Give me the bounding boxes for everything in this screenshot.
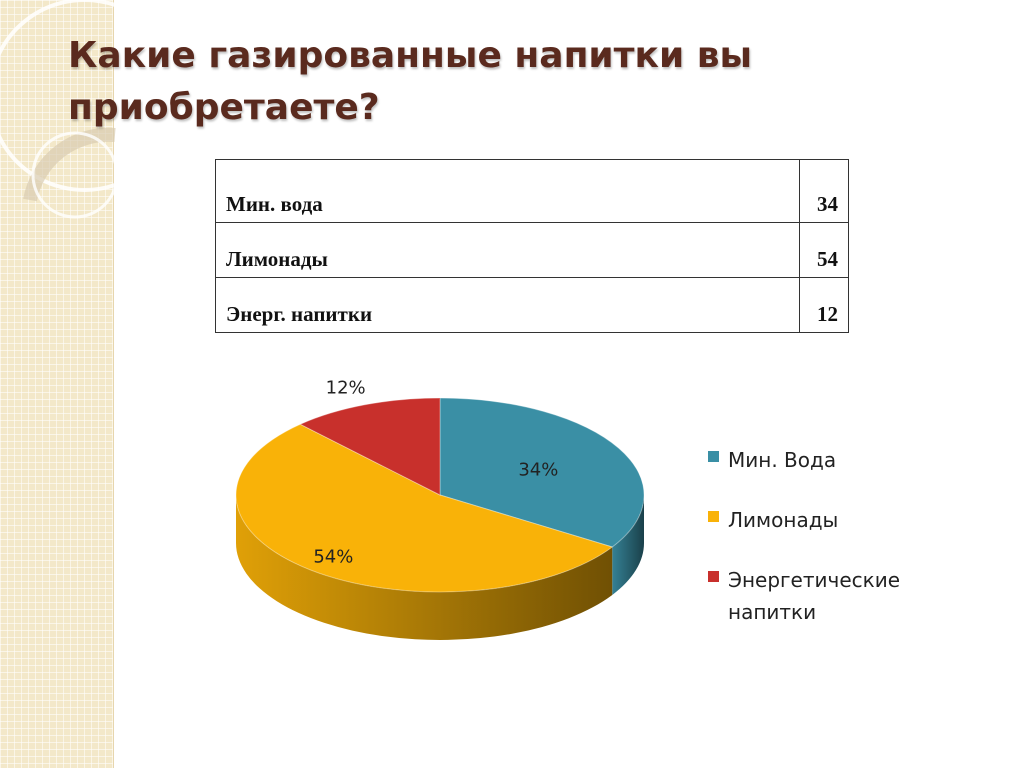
chart-legend: Мин. Вода Лимонады Энергетические напитк…: [708, 444, 938, 656]
legend-swatch: [708, 571, 719, 582]
data-table: Мин. вода 34 Лимонады 54 Энерг. напитки …: [215, 159, 849, 333]
table-cell-label: Энерг. напитки: [215, 277, 800, 333]
pie-side-group: [236, 495, 644, 640]
pie-data-label: 12%: [326, 377, 366, 398]
pie-slice: [439, 397, 645, 548]
legend-label: Лимонады: [728, 508, 839, 532]
table-cell-value: 12: [799, 277, 849, 333]
legend-swatch: [708, 511, 719, 522]
table-cell-label: Мин. вода: [215, 159, 800, 223]
slide-title: Какие газированные напитки вы приобретае…: [68, 35, 753, 128]
pie-slice-side: [236, 495, 613, 640]
table-cell-value: 54: [799, 222, 849, 278]
table-row: Мин. вода 34: [215, 159, 849, 223]
table-cell-label: Лимонады: [215, 222, 800, 278]
pie-data-label: 54%: [313, 546, 353, 567]
pie-slice: [299, 397, 441, 496]
legend-swatch: [708, 451, 719, 462]
decorative-rings: [0, 0, 119, 219]
legend-item: Мин. Вода: [708, 444, 938, 476]
pie-chart: 34% 54% 12%: [235, 377, 645, 640]
table-row: Лимонады 54: [215, 222, 849, 278]
legend-label: Мин. Вода: [728, 448, 837, 472]
table-cell-value: 34: [799, 159, 849, 223]
pie-data-label: 34%: [518, 459, 558, 480]
table-row: Энерг. напитки 12: [215, 277, 849, 333]
pie-slice-side: [612, 495, 644, 595]
legend-label: Энергетические напитки: [728, 568, 901, 624]
decorative-side-band: [0, 0, 114, 768]
legend-item: Лимонады: [708, 504, 938, 536]
legend-item: Энергетические напитки: [708, 564, 938, 628]
pie-slice: [235, 423, 614, 593]
